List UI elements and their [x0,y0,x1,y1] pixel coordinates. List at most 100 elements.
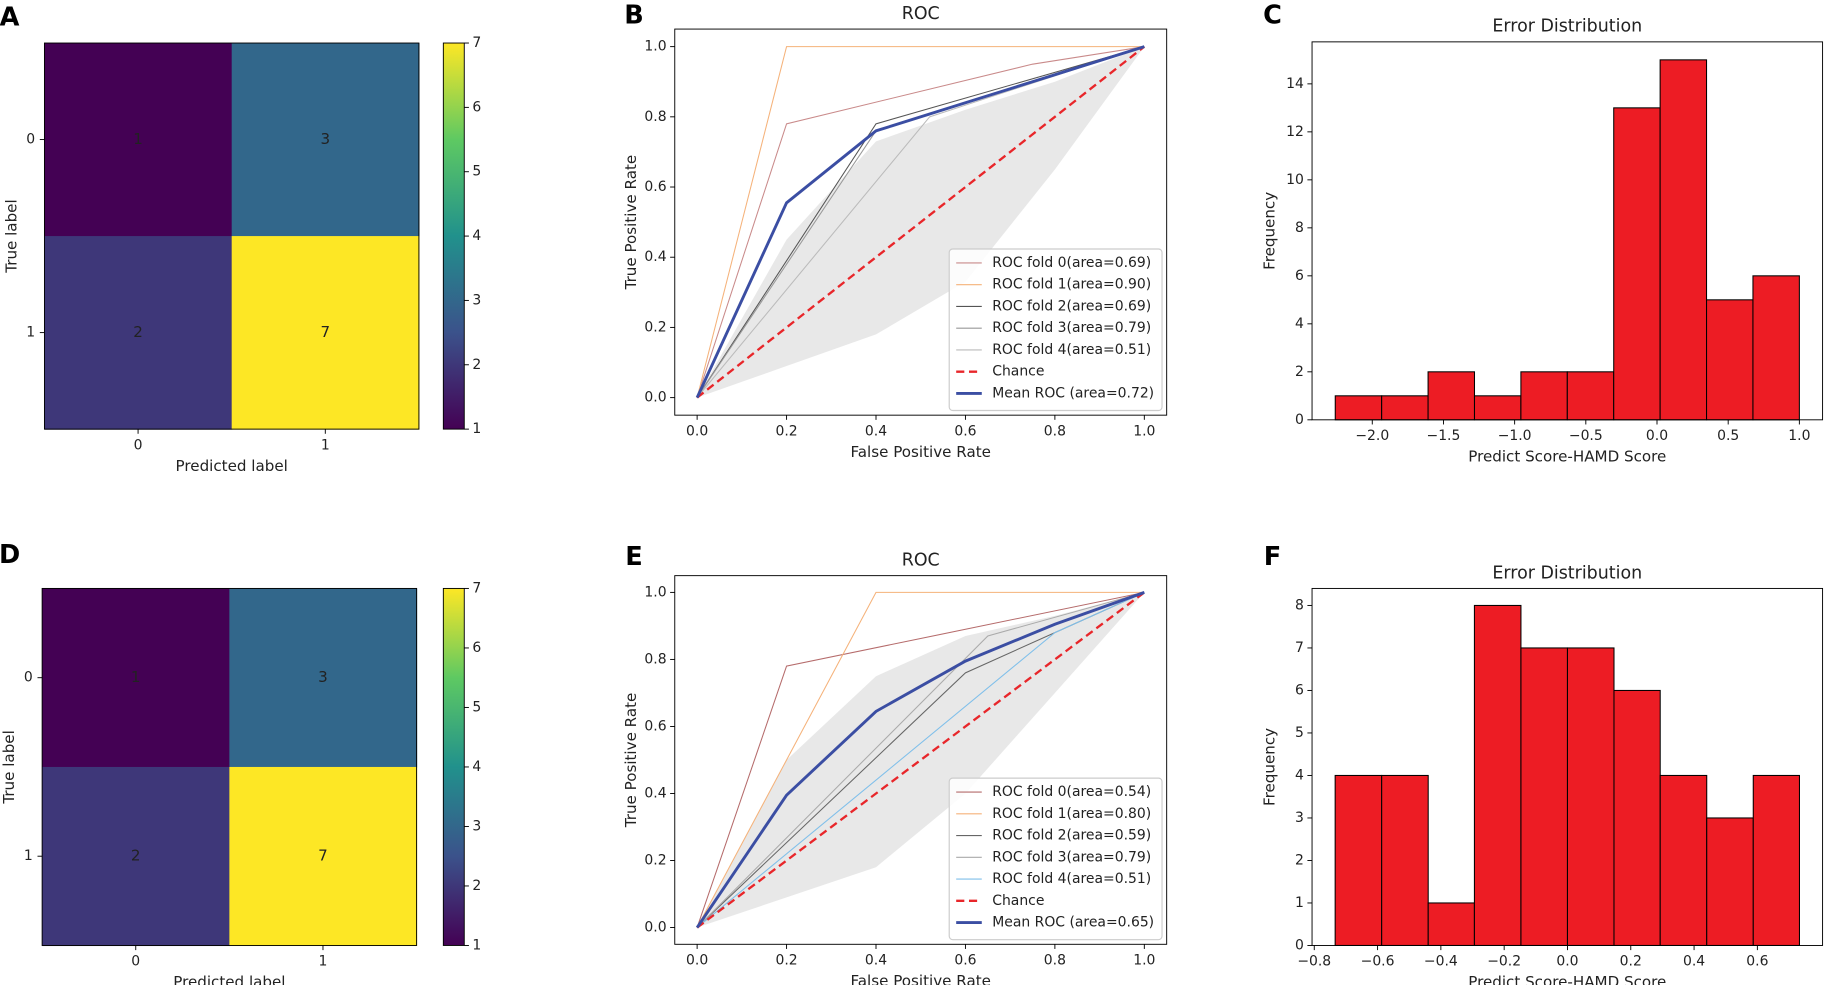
legend-label: Mean ROC (area=0.65) [992,915,1154,931]
colorbar [442,42,465,430]
y-tick-label: 0 [1295,412,1304,428]
y-tick-label: 8 [1295,220,1304,236]
axes-frame [41,587,418,946]
x-tick-label: −2.0 [1355,428,1389,444]
panel-label: D [0,540,20,570]
y-tick-label: 0 [24,670,33,686]
chart-title: ROC [902,4,940,24]
histogram-bar [1706,817,1754,946]
cell-label: 1 [131,668,141,686]
y-tick-label: 14 [1286,76,1304,92]
y-tick-label: 1 [1295,895,1304,911]
chart-title: ROC [902,551,940,571]
x-tick-label: 0 [131,954,140,970]
colorbar-tick-label: 6 [472,99,481,115]
legend-label: ROC fold 1(area=0.90) [992,277,1151,293]
x-axis-label: Predicted label [176,457,288,475]
colorbar-tick-label: 5 [472,164,481,180]
x-tick-label: 0.6 [954,423,976,439]
y-tick-label: 0.0 [644,390,666,406]
x-tick-label: 0.0 [1556,954,1578,970]
y-tick-label: 4 [1295,316,1304,332]
x-tick-label: 0.0 [686,953,708,969]
y-tick-label: 7 [1295,640,1304,656]
cell-label: 2 [133,323,143,341]
roc-line [696,591,1145,928]
heatmap-cell [42,766,230,947]
panel-label: F [1264,542,1281,572]
histogram-bar [1706,299,1754,421]
legend-label: Chance [992,364,1044,380]
roc-line [696,591,1145,928]
heatmap-cell [44,43,233,237]
y-tick-label: 0.8 [644,651,666,667]
y-tick-label: 12 [1286,124,1304,140]
colorbar-tick-label: 2 [472,357,481,373]
legend-label: ROC fold 0(area=0.54) [992,784,1151,800]
axes-frame [674,575,1168,945]
y-tick-label: 4 [1295,767,1304,783]
panel-label: E [625,542,642,572]
colorbar-tick-label: 5 [472,699,481,715]
legend-label: ROC fold 1(area=0.80) [992,806,1151,822]
std-band [697,592,1145,928]
y-tick-label: 10 [1286,172,1304,188]
x-tick-label: −0.5 [1569,428,1603,444]
y-tick-label: 6 [1295,268,1304,284]
cell-label: 2 [131,847,141,865]
colorbar-tick-label: 3 [472,818,481,834]
x-tick-label: 0.8 [1044,423,1066,439]
heatmap-cell [229,588,418,768]
y-tick-label: 1.0 [644,584,666,600]
y-tick-label: 0 [26,132,35,148]
x-tick-label: 1 [321,437,330,453]
x-tick-label: 1.0 [1133,423,1155,439]
histogram-bar [1659,59,1708,421]
colorbar-tick-label: 7 [472,35,481,51]
axes-frame [1311,41,1824,421]
roc-line [696,591,1146,929]
x-tick-label: 0.2 [775,423,797,439]
x-tick-label: 0 [134,437,143,453]
x-axis-label: Predicted label [173,973,285,985]
x-axis-label: False Positive Rate [851,443,991,461]
y-tick-label: 5 [1295,725,1304,741]
roc-line [696,46,1145,398]
legend-box [948,248,1163,412]
histogram-bar [1752,774,1800,946]
x-tick-label: −0.4 [1424,954,1458,970]
y-tick-label: 2 [1295,364,1304,380]
axes-frame [674,28,1168,416]
colorbar-tick-label: 1 [472,937,481,953]
x-axis-label: False Positive Rate [851,972,991,985]
y-tick-label: 0.6 [644,718,666,734]
colorbar-tick-label: 4 [472,228,481,244]
y-tick-label: 1 [24,848,33,864]
y-tick-label: 0.4 [644,785,666,801]
axes-frame [43,42,420,430]
y-tick-label: 1 [26,325,35,341]
histogram-bar [1520,647,1568,946]
panel-label: C [1263,0,1282,30]
colorbar-tick-label: 1 [472,421,481,437]
legend-label: ROC fold 4(area=0.51) [992,342,1151,358]
y-tick-label: 2 [1295,852,1304,868]
x-tick-label: 0.0 [1646,428,1668,444]
roc-line [695,45,1145,399]
cell-label: 1 [133,130,143,148]
x-tick-label: 1.0 [1788,428,1810,444]
x-tick-label: −1.0 [1498,428,1532,444]
colorbar-tick-label: 4 [472,759,481,775]
cell-label: 7 [320,323,330,341]
colorbar-tick-label: 3 [472,292,481,308]
legend-label: ROC fold 4(area=0.51) [992,871,1151,887]
legend-box [948,777,1163,941]
x-tick-label: 0.8 [1044,953,1066,969]
heatmap-cell [231,43,420,237]
y-axis-label: True Positive Rate [622,693,640,829]
chart-title: Error Distribution [1492,17,1642,37]
legend-label: ROC fold 3(area=0.79) [992,320,1151,336]
x-tick-label: 0.4 [865,953,887,969]
histogram-bar [1334,395,1383,421]
